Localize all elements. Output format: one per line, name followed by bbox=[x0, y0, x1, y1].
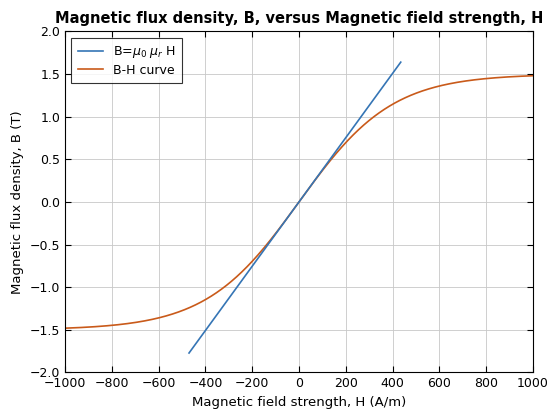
X-axis label: Magnetic field strength, H (A/m): Magnetic field strength, H (A/m) bbox=[192, 396, 406, 409]
Title: Magnetic flux density, B, versus Magnetic field strength, H: Magnetic flux density, B, versus Magneti… bbox=[55, 11, 543, 26]
Y-axis label: Magnetic flux density, B (T): Magnetic flux density, B (T) bbox=[11, 110, 24, 294]
Legend: B=$\mu_0$ $\mu_r$ H, B-H curve: B=$\mu_0$ $\mu_r$ H, B-H curve bbox=[71, 38, 182, 83]
